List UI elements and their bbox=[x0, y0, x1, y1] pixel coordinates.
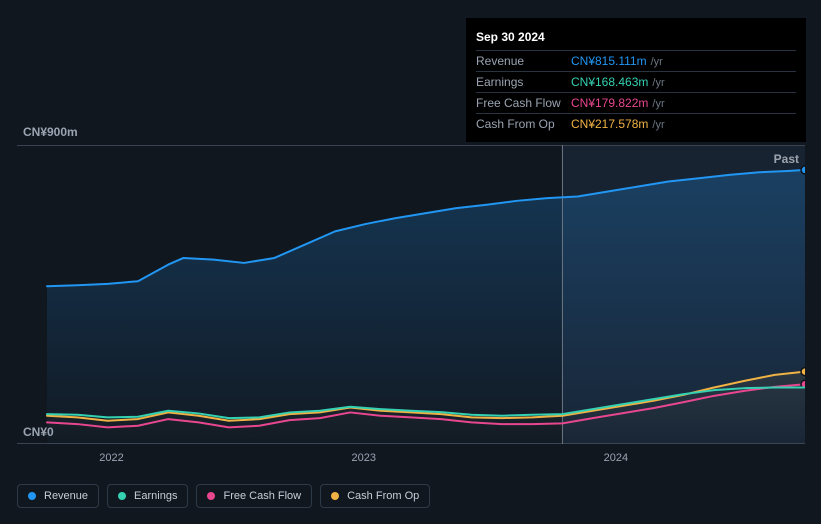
y-max-label: CN¥900m bbox=[23, 125, 78, 139]
legend-swatch bbox=[207, 492, 215, 500]
tooltip-suffix: /yr bbox=[652, 119, 664, 131]
x-tick: 2022 bbox=[99, 452, 123, 464]
tooltip-row: EarningsCN¥168.463m/yr bbox=[476, 71, 796, 92]
legend: Revenue Earnings Free Cash Flow Cash From O… bbox=[17, 484, 430, 508]
tooltip-date: Sep 30 2024 bbox=[476, 26, 796, 50]
tooltip-metric-label: Cash From Op bbox=[476, 117, 571, 131]
legend-label: Revenue bbox=[44, 490, 88, 502]
tooltip-metric-value: CN¥179.822m bbox=[571, 96, 648, 110]
tooltip-suffix: /yr bbox=[651, 56, 663, 68]
tooltip-row: Free Cash FlowCN¥179.822m/yr bbox=[476, 92, 796, 113]
legend-label: Cash From Op bbox=[347, 490, 419, 502]
tooltip-suffix: /yr bbox=[652, 77, 664, 89]
tooltip-metric-label: Revenue bbox=[476, 54, 571, 68]
legend-swatch bbox=[118, 492, 126, 500]
tooltip-metric-value: CN¥217.578m bbox=[571, 117, 648, 131]
legend-label: Earnings bbox=[134, 490, 177, 502]
x-tick: 2023 bbox=[351, 452, 375, 464]
tooltip-suffix: /yr bbox=[652, 98, 664, 110]
legend-label: Free Cash Flow bbox=[223, 490, 301, 502]
legend-swatch bbox=[28, 492, 36, 500]
legend-item-earnings[interactable]: Earnings bbox=[107, 484, 188, 508]
tooltip-row: Cash From OpCN¥217.578m/yr bbox=[476, 113, 796, 134]
tooltip-metric-label: Free Cash Flow bbox=[476, 96, 571, 110]
x-tick: 2024 bbox=[604, 452, 628, 464]
legend-item-free_cash_flow[interactable]: Free Cash Flow bbox=[196, 484, 312, 508]
legend-swatch bbox=[331, 492, 339, 500]
legend-item-cash_from_op[interactable]: Cash From Op bbox=[320, 484, 430, 508]
legend-item-revenue[interactable]: Revenue bbox=[17, 484, 99, 508]
tooltip-row: RevenueCN¥815.111m/yr bbox=[476, 50, 796, 71]
tooltip-metric-label: Earnings bbox=[476, 75, 571, 89]
tooltip-metric-value: CN¥815.111m bbox=[571, 54, 647, 68]
chart-plot[interactable] bbox=[17, 145, 805, 444]
tooltip-metric-value: CN¥168.463m bbox=[571, 75, 648, 89]
hover-tooltip: Sep 30 2024 RevenueCN¥815.111m/yrEarning… bbox=[466, 18, 806, 142]
